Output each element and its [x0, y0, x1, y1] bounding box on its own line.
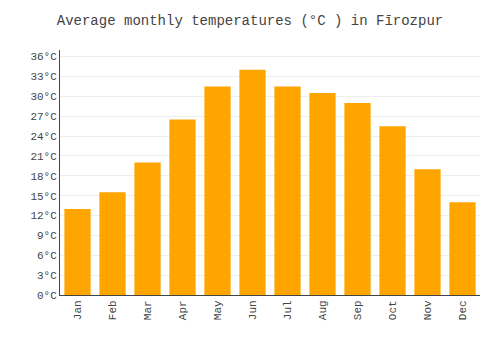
svg-text:3°C: 3°C — [37, 270, 57, 282]
svg-text:Sep: Sep — [352, 300, 364, 320]
svg-text:Average monthly temperatures (: Average monthly temperatures (°C ) in Fī… — [57, 13, 443, 29]
svg-text:36°C: 36°C — [30, 51, 57, 63]
svg-text:9°C: 9°C — [37, 230, 57, 242]
svg-text:May: May — [212, 300, 224, 320]
svg-text:Dec: Dec — [457, 300, 469, 320]
svg-text:27°C: 27°C — [30, 111, 57, 123]
svg-text:Apr: Apr — [177, 300, 189, 320]
svg-text:6°C: 6°C — [37, 250, 57, 262]
svg-text:Feb: Feb — [107, 300, 119, 320]
svg-text:Jul: Jul — [282, 300, 294, 320]
svg-text:Oct: Oct — [387, 300, 399, 320]
svg-text:21°C: 21°C — [30, 151, 57, 163]
svg-text:Aug: Aug — [317, 300, 329, 320]
svg-text:Jan: Jan — [72, 300, 84, 320]
svg-text:Jun: Jun — [247, 300, 259, 320]
svg-text:15°C: 15°C — [30, 191, 57, 203]
svg-text:0°C: 0°C — [37, 290, 57, 302]
svg-text:Mar: Mar — [142, 300, 154, 320]
svg-text:18°C: 18°C — [30, 171, 57, 183]
svg-text:30°C: 30°C — [30, 91, 57, 103]
svg-text:12°C: 12°C — [30, 210, 57, 222]
svg-text:Nov: Nov — [422, 300, 434, 320]
svg-text:24°C: 24°C — [30, 131, 57, 143]
svg-text:33°C: 33°C — [30, 71, 57, 83]
